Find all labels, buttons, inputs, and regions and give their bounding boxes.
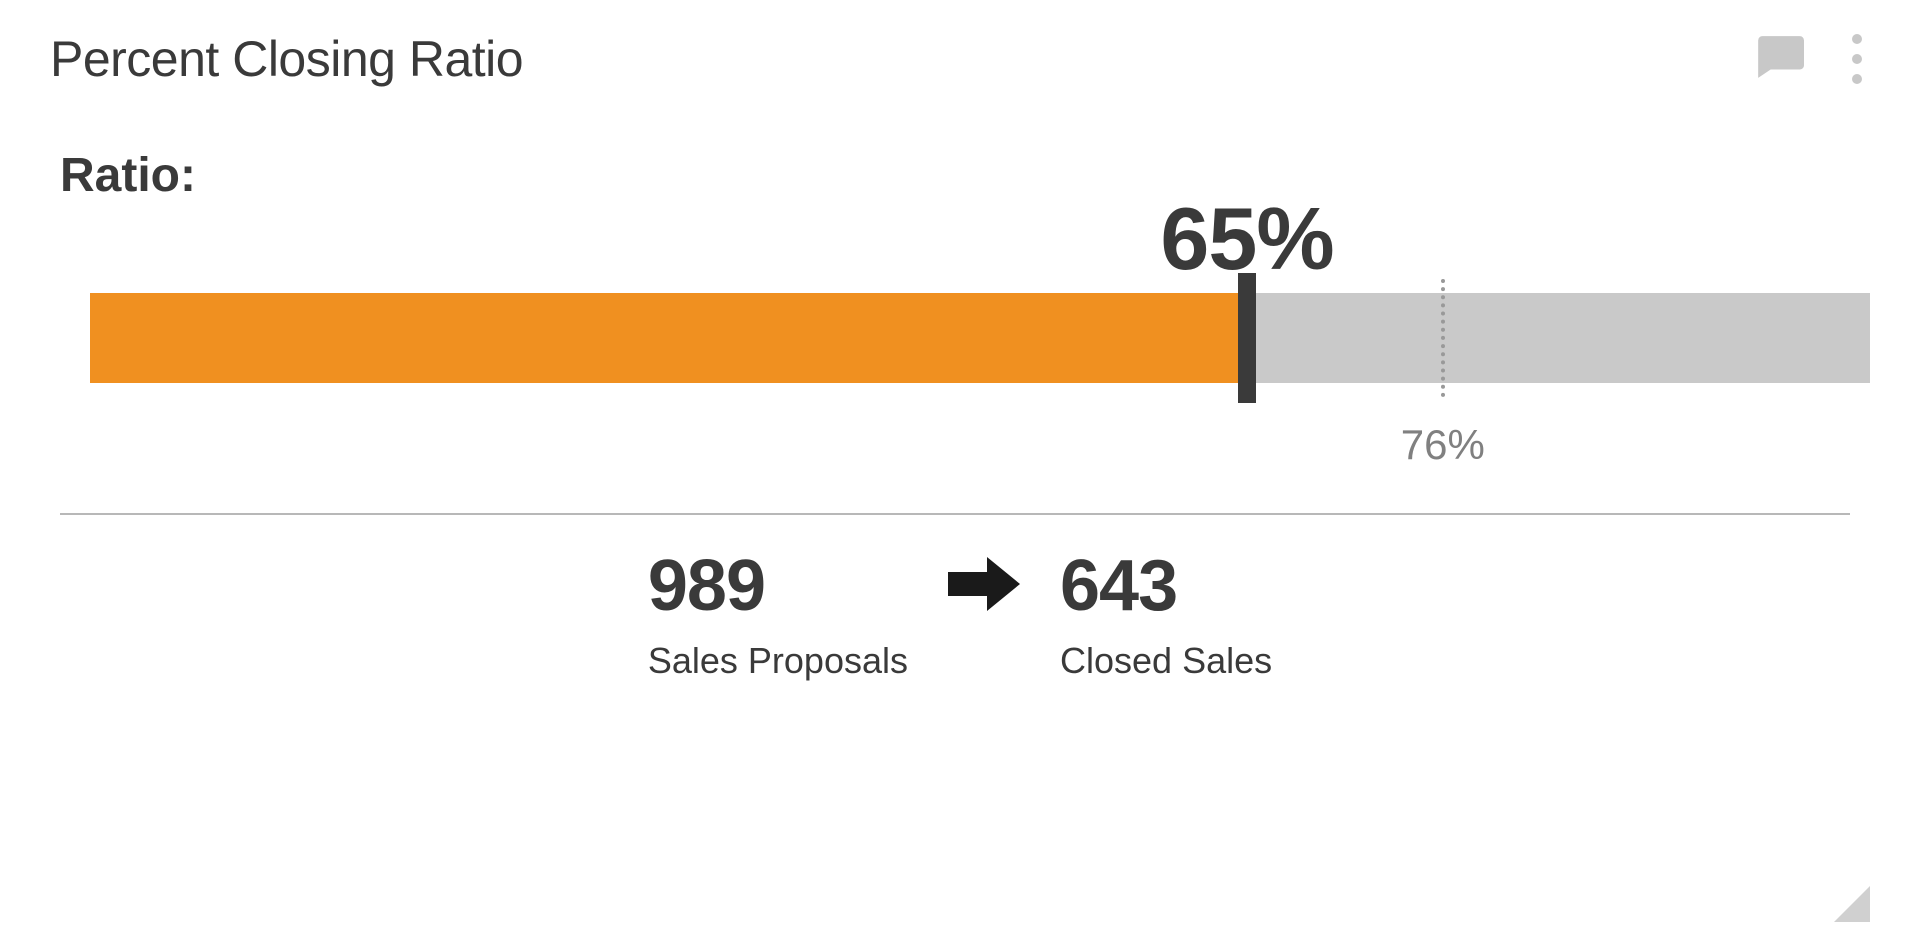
more-menu-icon[interactable] (1844, 30, 1870, 88)
resize-handle[interactable] (1834, 886, 1870, 922)
ratio-subtitle: Ratio: (60, 148, 1870, 203)
comment-icon[interactable] (1754, 35, 1804, 84)
widget-actions (1754, 30, 1870, 88)
bar-track (90, 293, 1870, 383)
metrics-row: 989 Sales Proposals 643 Closed Sales (50, 550, 1870, 682)
closed-label: Closed Sales (1060, 640, 1272, 682)
proposals-value: 989 (648, 550, 765, 622)
bullet-chart: 65% 76% (90, 293, 1870, 383)
arrow-icon (948, 550, 1020, 622)
closing-ratio-widget: Percent Closing Ratio Ratio: 65% 76% (50, 30, 1870, 922)
closed-value: 643 (1060, 550, 1177, 622)
metric-closed: 643 Closed Sales (1060, 550, 1272, 682)
bar-marker (1238, 273, 1256, 403)
target-value-label: 76% (1401, 421, 1485, 469)
bar-fill (90, 293, 1247, 383)
target-line (1441, 279, 1445, 397)
widget-title: Percent Closing Ratio (50, 30, 523, 88)
metric-proposals: 989 Sales Proposals (648, 550, 908, 682)
proposals-label: Sales Proposals (648, 640, 908, 682)
divider (60, 513, 1850, 515)
widget-header: Percent Closing Ratio (50, 30, 1870, 88)
